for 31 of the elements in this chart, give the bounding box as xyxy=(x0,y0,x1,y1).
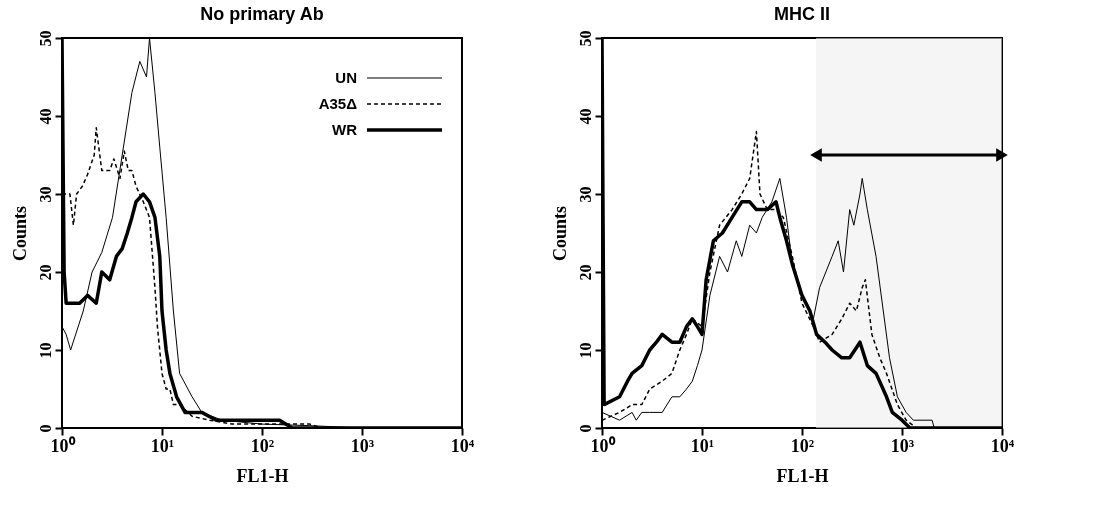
x-tick-label: 10⁰ xyxy=(50,435,76,456)
y-tick-label: 20 xyxy=(576,264,594,281)
y-tick-label: 30 xyxy=(36,186,54,203)
chart-title: No primary Ab xyxy=(200,4,324,24)
y-axis-title: Counts xyxy=(9,205,30,262)
y-tick-label: 50 xyxy=(36,30,54,47)
x-tick-label: 10³ xyxy=(350,435,375,456)
y-tick-label: 0 xyxy=(36,424,54,433)
x-tick-label: 10⁴ xyxy=(990,435,1015,456)
y-tick-label: 10 xyxy=(576,342,594,359)
y-tick-label: 30 xyxy=(576,186,594,203)
x-tick-label: 10¹ xyxy=(150,435,175,456)
chart-title: MHC II xyxy=(774,4,830,24)
x-tick-label: 10¹ xyxy=(690,435,715,456)
x-tick-label: 10² xyxy=(790,435,815,456)
y-tick-label: 10 xyxy=(36,342,54,359)
x-tick-label: 10⁰ xyxy=(590,435,616,456)
legend-label: A35Δ xyxy=(318,95,358,112)
x-axis-title: FL1-H xyxy=(236,465,289,486)
x-tick-label: 10⁴ xyxy=(450,435,475,456)
y-tick-label: 20 xyxy=(36,264,54,281)
y-axis-title: Counts xyxy=(549,205,570,262)
y-tick-label: 0 xyxy=(576,424,594,433)
legend-label: UN xyxy=(335,69,357,86)
y-tick-label: 40 xyxy=(576,108,594,125)
x-tick-label: 10² xyxy=(250,435,275,456)
y-tick-label: 40 xyxy=(36,108,54,125)
x-axis-title: FL1-H xyxy=(776,465,829,486)
legend-label: WR xyxy=(332,121,358,138)
x-tick-label: 10³ xyxy=(890,435,915,456)
y-tick-label: 50 xyxy=(576,30,594,47)
